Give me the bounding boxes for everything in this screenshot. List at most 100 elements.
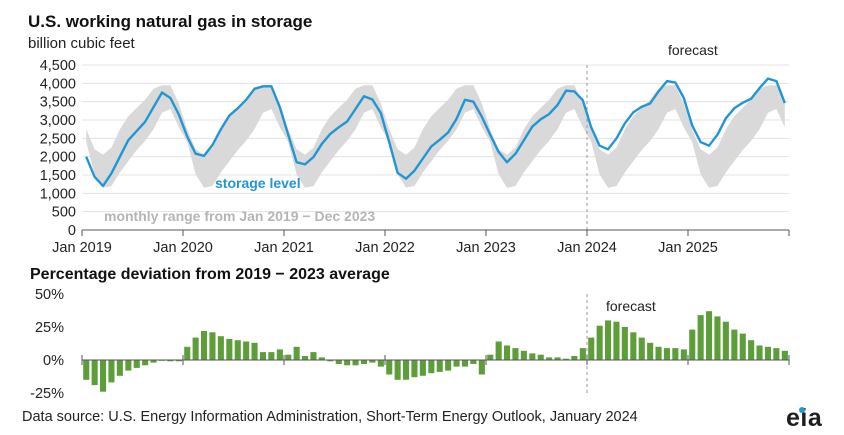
deviation-bar [697,315,704,360]
deviation-bar [764,346,771,360]
range-band [86,85,785,188]
deviation-bar [91,360,98,386]
x-tick-label: Jan 2022 [355,240,415,256]
deviation-bar [394,360,401,380]
deviation-bar [495,341,502,360]
y-tick-label: 0 [68,223,76,239]
deviation-bar [201,331,208,360]
deviation-bar [739,333,746,360]
deviation-bar [722,321,729,360]
deviation-bar [672,348,679,360]
deviation-bar [268,352,275,360]
x-tick-label: Jan 2024 [557,240,617,256]
deviation-bar [150,360,157,363]
deviation-bar [655,346,662,360]
forecast-label: forecast [606,298,656,314]
deviation-bar [217,336,224,360]
deviation-bar [327,360,334,362]
deviation-bar [562,358,569,360]
deviation-bar [386,360,393,375]
eia-logo: eia [786,404,822,433]
deviation-bar [108,360,115,383]
deviation-bar [403,360,410,380]
deviation-bar [731,329,738,360]
eia-logo-dot [799,407,805,413]
deviation-bar [512,348,519,360]
deviation-bar [302,356,309,360]
deviation-bar [588,337,595,360]
deviation-bar [116,360,123,376]
data-source-note: Data source: U.S. Energy Information Adm… [22,409,638,425]
deviation-bar [175,360,182,362]
storage-level-line [85,77,786,188]
deviation-bar [647,342,654,360]
y-tick-label: 0% [43,353,64,369]
deviation-bar [209,332,216,360]
deviation-bar [335,360,342,364]
chart-title: U.S. working natural gas in storage [28,12,313,31]
deviation-bar [748,340,755,360]
deviation-bar [133,360,140,368]
deviation-bar [436,360,443,372]
deviation-bar [369,360,376,363]
deviation-bar [251,342,258,360]
deviation-bar [756,345,763,360]
deviation-bar [680,349,687,360]
deviation-bar [537,354,544,360]
x-tick-label: Jan 2019 [52,240,112,256]
deviation-bar [621,327,628,360]
deviation-bar [478,360,485,375]
y-tick-label: -25% [30,386,64,402]
deviation-bar [411,360,418,378]
deviation-bar [377,360,384,367]
deviation-bar [293,346,300,360]
deviation-bar [579,348,586,360]
y-tick-label: 25% [35,320,64,336]
deviation-bar [504,345,511,360]
deviation-bar [613,321,620,360]
deviation-bar [318,357,325,360]
deviation-bar [529,353,536,360]
deviation-bar [689,329,696,360]
deviation-bar [419,360,426,376]
deviation-bar [360,360,367,364]
deviation-bar [638,337,645,360]
deviation-bar [554,357,561,360]
deviation-bar [285,354,292,360]
deviation-bar [259,352,266,360]
deviation-bar [192,337,199,360]
deviation-bar [100,360,107,392]
deviation-bar [226,338,233,360]
y-tick-label: 50% [35,287,64,303]
deviation-bar [470,360,477,364]
y-tick-label: 500 [52,205,76,221]
deviation-bar [453,360,460,367]
deviation-bar [546,357,553,360]
deviation-bar [605,320,612,360]
y-tick-label: 3,000 [40,113,76,129]
deviation-bar [142,360,149,366]
deviation-bar [167,360,174,362]
x-tick-label: Jan 2020 [153,240,213,256]
deviation-bar [276,349,283,360]
y-tick-label: 1,000 [40,186,76,202]
deviation-bar [714,316,721,360]
x-tick-label: Jan 2025 [658,240,718,256]
y-tick-label: 2,000 [40,150,76,166]
deviation-bar [83,360,90,380]
deviation-bar [243,341,250,360]
deviation-chart-title: Percentage deviation from 2019 − 2023 av… [30,266,390,283]
storage-level-annotation: storage level [215,175,301,191]
y-tick-label: 4,000 [40,76,76,92]
deviation-bar [706,311,713,360]
y-tick-label: 1,500 [40,168,76,184]
range-annotation: monthly range from Jan 2019 − Dec 2023 [104,208,375,224]
deviation-bar [125,360,132,371]
deviation-bar [234,340,241,360]
deviation-bar [310,352,317,360]
x-tick-label: Jan 2023 [456,240,516,256]
deviation-bar [773,348,780,360]
deviation-bar [781,350,788,360]
deviation-bar [184,346,191,360]
